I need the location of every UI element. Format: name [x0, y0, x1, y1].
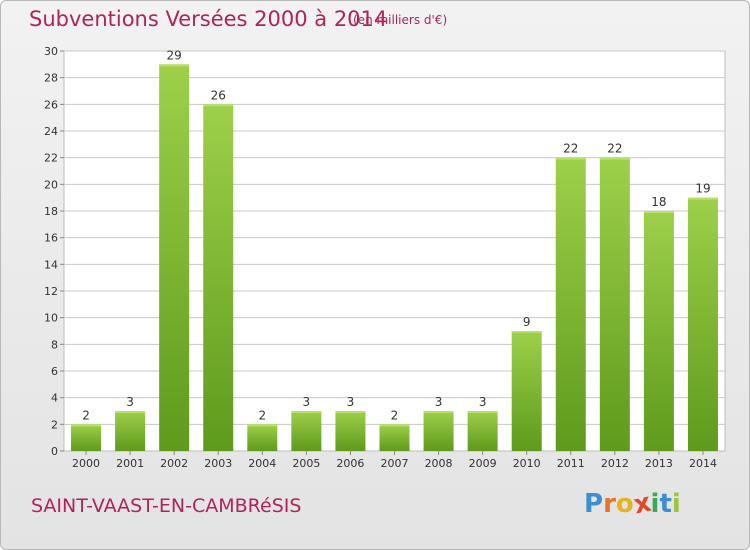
- bar-2006: [335, 411, 366, 451]
- bar-highlight: [335, 411, 366, 413]
- logo-letter: i: [650, 489, 660, 519]
- bar-highlight: [511, 331, 542, 333]
- bar-highlight: [159, 64, 190, 67]
- x-tick-label: 2000: [72, 457, 100, 470]
- bar-value-label: 26: [211, 88, 226, 102]
- bar-2011: [555, 157, 586, 451]
- bar-highlight: [555, 157, 586, 160]
- y-tick-label: 18: [44, 205, 58, 218]
- bar-value-label: 3: [126, 395, 134, 409]
- x-tick-label: 2006: [336, 457, 364, 470]
- bar-highlight: [423, 411, 454, 413]
- x-tick-label: 2012: [601, 457, 629, 470]
- bar-value-label: 29: [167, 48, 182, 62]
- y-tick-label: 14: [44, 258, 58, 271]
- logo-letter: i: [671, 489, 681, 519]
- bar-highlight: [247, 424, 278, 427]
- bar-2012: [599, 157, 630, 451]
- bar-highlight: [291, 411, 322, 413]
- bar-value-label: 3: [435, 395, 443, 409]
- bar-highlight: [687, 197, 718, 200]
- x-tick-label: 2007: [381, 457, 409, 470]
- bar-value-label: 3: [303, 395, 311, 409]
- x-tick-label: 2005: [292, 457, 320, 470]
- bar-2009: [467, 411, 498, 451]
- bar-2007: [379, 424, 410, 451]
- bar-highlight: [643, 211, 674, 213]
- bar-value-label: 2: [82, 408, 90, 422]
- bar-2002: [159, 64, 190, 452]
- bar-highlight: [379, 424, 410, 427]
- x-tick-label: 2009: [469, 457, 497, 470]
- y-tick-label: 16: [44, 232, 58, 245]
- logo-letter: t: [659, 489, 672, 519]
- logo-letter: P: [584, 489, 604, 519]
- commune-name: SAINT-VAAST-EN-CAMBRéSIS: [31, 495, 302, 517]
- bar-value-label: 3: [347, 395, 355, 409]
- bar-2001: [115, 411, 146, 451]
- x-tick-label: 2008: [425, 457, 453, 470]
- bar-highlight: [115, 411, 146, 413]
- y-tick-label: 12: [44, 285, 58, 298]
- bar-value-label: 22: [563, 142, 578, 156]
- bar-value-label: 2: [391, 408, 399, 422]
- y-tick-label: 28: [44, 72, 58, 85]
- bar-2003: [203, 104, 234, 451]
- chart-subtitle: (en milliers d'€): [353, 13, 448, 27]
- logo-letter: o: [615, 489, 634, 519]
- bar-value-label: 22: [607, 142, 622, 156]
- y-tick-label: 26: [44, 98, 58, 111]
- bar-2008: [423, 411, 454, 451]
- y-tick-label: 8: [51, 338, 58, 351]
- bar-2013: [643, 211, 674, 451]
- bar-value-label: 18: [651, 195, 666, 209]
- y-tick-label: 6: [51, 365, 58, 378]
- x-tick-label: 2004: [248, 457, 276, 470]
- bar-2004: [247, 424, 278, 451]
- bar-2014: [687, 197, 718, 451]
- bar-highlight: [71, 424, 102, 427]
- x-tick-label: 2002: [160, 457, 188, 470]
- y-tick-label: 0: [51, 445, 58, 458]
- bar-value-label: 9: [523, 315, 531, 329]
- bar-highlight: [467, 411, 498, 413]
- y-tick-label: 2: [51, 418, 58, 431]
- y-tick-label: 24: [44, 125, 58, 138]
- x-tick-label: 2013: [645, 457, 673, 470]
- bar-highlight: [599, 157, 630, 160]
- logo-letter: r: [603, 489, 616, 519]
- y-tick-label: 20: [44, 178, 58, 191]
- x-tick-label: 2003: [204, 457, 232, 470]
- x-tick-label: 2011: [557, 457, 585, 470]
- x-tick-label: 2010: [513, 457, 541, 470]
- proxiti-logo: Proxiti: [584, 488, 681, 521]
- y-tick-label: 30: [44, 45, 58, 58]
- bar-highlight: [203, 104, 234, 107]
- bar-2005: [291, 411, 322, 451]
- y-tick-label: 4: [51, 392, 58, 405]
- bar-2000: [71, 424, 102, 451]
- bar-value-label: 2: [258, 408, 266, 422]
- chart-title: Subventions Versées 2000 à 2014: [29, 7, 388, 31]
- bar-value-label: 19: [695, 182, 710, 196]
- x-tick-label: 2001: [116, 457, 144, 470]
- x-tick-label: 2014: [689, 457, 717, 470]
- y-tick-label: 22: [44, 152, 58, 165]
- bar-2010: [511, 331, 542, 451]
- bar-value-label: 3: [479, 395, 487, 409]
- y-tick-label: 10: [44, 312, 58, 325]
